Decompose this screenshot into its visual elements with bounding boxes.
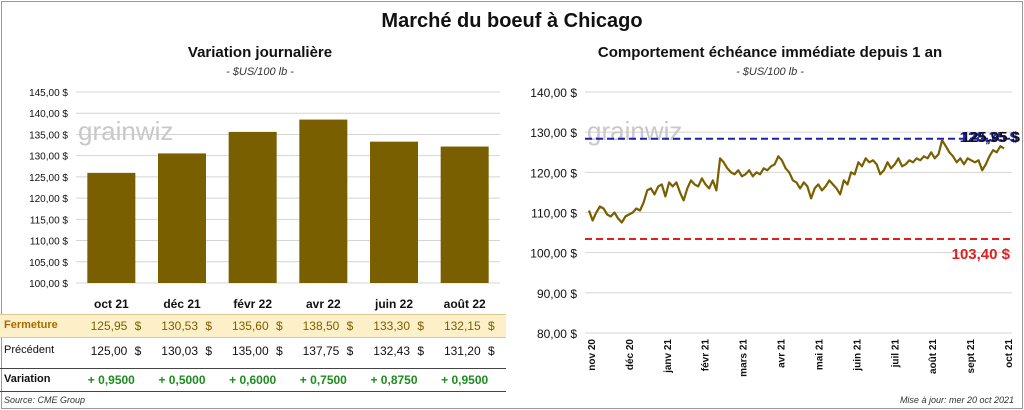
x-tick-label: sept 21 (966, 339, 977, 374)
right-chart-title: Comportement échéance immédiate depuis 1… (597, 44, 943, 61)
table-cell-currency: $ (205, 344, 212, 358)
left-y-tick-label: 115,00 $ (30, 215, 69, 226)
last-value-label: 125,95 $ (962, 129, 1021, 146)
table-cell-value: 130,53 (161, 319, 198, 333)
bar-oct-21 (87, 172, 136, 283)
bar-category-label: août 22 (444, 297, 486, 311)
x-tick-label: nov 20 (587, 339, 598, 371)
bar-category-label: oct 21 (94, 297, 129, 311)
x-tick-label: janv 21 (663, 339, 674, 374)
x-tick-label: mai 21 (815, 339, 826, 371)
bar-category-label: juin 22 (374, 297, 413, 311)
left-y-tick-label: 145,00 $ (29, 88, 68, 99)
bar-juin-22 (370, 141, 418, 283)
left-y-tick-label: 140,00 $ (29, 109, 68, 120)
table-cell-currency: $ (275, 319, 283, 333)
update-note: Mise à jour: mer 20 oct 2021 (899, 395, 1014, 405)
table-cell-value: 137,75 (302, 344, 340, 358)
table-cell-currency: $ (134, 344, 142, 358)
price-line-series (587, 139, 1005, 224)
table-cell-currency: $ (346, 319, 354, 333)
table-row-variation: Variation + 0,9500 + 0,5000 + 0,6000 + 0,75… (0, 368, 506, 392)
table-cell-variation: + 0,5000 (158, 373, 206, 387)
x-tick-label: févr 21 (701, 339, 712, 372)
left-y-tick-label: 120,00 $ (29, 194, 68, 205)
table-cell-value: 132,15 (443, 319, 481, 333)
left-y-tick-label: 110,00 $ (30, 237, 69, 248)
bar-category-label: févr 22 (233, 297, 272, 311)
x-tick-label: mars 21 (739, 339, 750, 377)
right-chart-unit: - $US/100 lb - (736, 66, 804, 78)
table-cell-variation: + 0,6000 (229, 373, 277, 387)
right-y-tick-label: 100,00 $ (530, 247, 577, 261)
table-cell-currency: $ (487, 319, 495, 333)
x-tick-label: avr 21 (777, 339, 788, 368)
left-watermark-logo: grainwiz (78, 116, 173, 146)
left-y-tick-label: 130,00 $ (29, 152, 68, 163)
bar-févr-22 (228, 131, 277, 283)
table-cell-value: 135,00 (231, 344, 269, 358)
low-value-label: 103,40 $ (952, 246, 1011, 263)
bar-avr-22 (299, 119, 348, 283)
table-cell-value: 125,95 (90, 319, 128, 333)
table-cell-value: 130,03 (161, 344, 198, 358)
bar-category-label: avr 22 (306, 297, 341, 311)
left-y-tick-label: 135,00 $ (29, 130, 68, 141)
row-label-variation: Variation (4, 373, 51, 385)
table-row-precedent: Précédent 125,00 $130,03 $135,00 $137,75 $13… (0, 340, 506, 362)
table-cell-value: 133,30 (373, 319, 410, 333)
bar-déc-21 (158, 153, 206, 283)
table-cell-currency: $ (275, 344, 283, 358)
right-y-tick-label: 80,00 $ (537, 327, 577, 341)
right-watermark-logo: grainwiz (587, 116, 682, 146)
high-value-label: 128,35 $ (960, 129, 1019, 146)
table-cell-currency: $ (134, 319, 142, 333)
table-cell-value: 132,43 (373, 344, 410, 358)
right-y-tick-label: 130,00 $ (530, 126, 577, 140)
x-tick-label: oct 21 (1004, 339, 1015, 368)
table-cell-variation: + 0,9500 (441, 373, 489, 387)
table-cell-currency: $ (417, 319, 424, 333)
table-cell-variation: + 0,9500 (87, 373, 135, 387)
table-row-fermeture: Fermeture 125,95 $130,53 $135,60 $138,50 $13… (0, 314, 506, 338)
page-title: Marché du boeuf à Chicago (381, 10, 643, 32)
x-tick-label: juin 21 (852, 339, 863, 372)
table-cell-currency: $ (205, 319, 212, 333)
table-cell-variation: + 0,8750 (370, 373, 418, 387)
table-cell-value: 125,00 (90, 344, 128, 358)
right-y-tick-label: 110,00 $ (531, 207, 577, 221)
table-cell-currency: $ (487, 344, 495, 358)
table-cell-value: 138,50 (302, 319, 340, 333)
table-cell-currency: $ (417, 344, 424, 358)
source-note: Source: CME Group (4, 395, 86, 405)
table-cell-value: 131,20 (443, 344, 481, 358)
table-cell-variation: + 0,7500 (299, 373, 347, 387)
x-tick-label: déc 20 (625, 339, 636, 371)
right-y-tick-label: 120,00 $ (530, 166, 577, 180)
right-y-tick-label: 90,00 $ (537, 287, 577, 301)
left-chart-title: Variation journalière (187, 44, 333, 61)
left-y-tick-label: 100,00 $ (29, 279, 68, 290)
row-label-precedent: Précédent (4, 344, 55, 356)
left-y-tick-label: 105,00 $ (29, 258, 68, 269)
bar-category-label: déc 21 (163, 297, 201, 311)
row-label-fermeture: Fermeture (4, 319, 58, 331)
table-cell-value: 135,60 (231, 319, 269, 333)
left-chart-unit: - $US/100 lb - (226, 66, 294, 78)
table-cell-currency: $ (346, 344, 354, 358)
x-tick-label: juil 21 (890, 339, 901, 369)
left-y-tick-label: 125,00 $ (29, 173, 68, 184)
bar-août-22 (440, 146, 489, 283)
right-y-tick-label: 140,00 $ (530, 86, 577, 100)
x-tick-label: août 21 (928, 339, 939, 374)
